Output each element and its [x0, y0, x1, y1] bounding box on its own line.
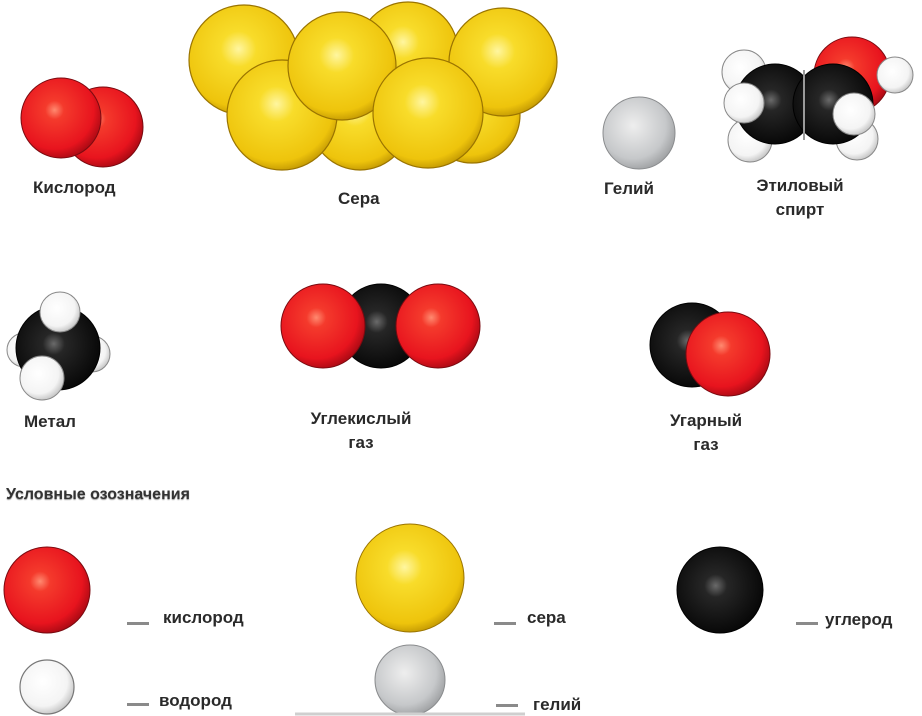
carbon-dioxide-label-line2: газ	[348, 433, 374, 452]
ethanol-label-line2: спирт	[775, 200, 825, 219]
legend-dash-hydrogen	[127, 703, 149, 706]
legend-dash-oxygen	[127, 622, 149, 625]
legend-dash-carbon	[796, 622, 818, 625]
legend-hydrogen-atom	[19, 659, 75, 715]
ethanol-label-line1: Этиловый	[756, 176, 844, 195]
methane-label: Метал	[24, 412, 76, 431]
legend-label-sulfur: сера	[527, 608, 566, 627]
sulfur-molecule	[188, 1, 558, 171]
helium-atom	[602, 96, 676, 170]
ethanol-label: Этиловый спирт	[747, 174, 853, 222]
legend-sulfur-atom	[355, 523, 465, 633]
carbon-monoxide-label: Угарный газ	[660, 409, 752, 457]
legend-label-oxygen: кислород	[163, 608, 244, 627]
legend-carbon-atom	[676, 546, 764, 634]
oxygen-molecule	[20, 77, 144, 168]
oxygen-label: Кислород	[33, 178, 116, 197]
legend-title: Условные озозначения	[6, 486, 190, 503]
legend-label-hydrogen: водород	[159, 691, 232, 710]
carbon-dioxide-label: Углекислый газ	[300, 407, 422, 455]
legend-dash-helium	[496, 704, 518, 707]
carbon-monoxide-label-line2: газ	[693, 435, 719, 454]
sulfur-label: Сера	[338, 189, 380, 208]
carbon-dioxide-molecule	[280, 283, 481, 369]
carbon-dioxide-label-line1: Углекислый	[310, 409, 412, 428]
legend-helium-atom	[374, 644, 446, 716]
carbon-monoxide-molecule	[649, 302, 771, 397]
methane-molecule	[6, 291, 111, 401]
legend-oxygen-atom	[3, 546, 91, 634]
helium-label: Гелий	[604, 179, 654, 198]
legend-label-carbon: углерод	[825, 610, 893, 629]
carbon-monoxide-label-line1: Угарный	[669, 411, 743, 430]
ethanol-molecule	[721, 36, 914, 163]
legend-dash-sulfur	[494, 622, 516, 625]
legend-label-helium: гелий	[533, 695, 582, 714]
